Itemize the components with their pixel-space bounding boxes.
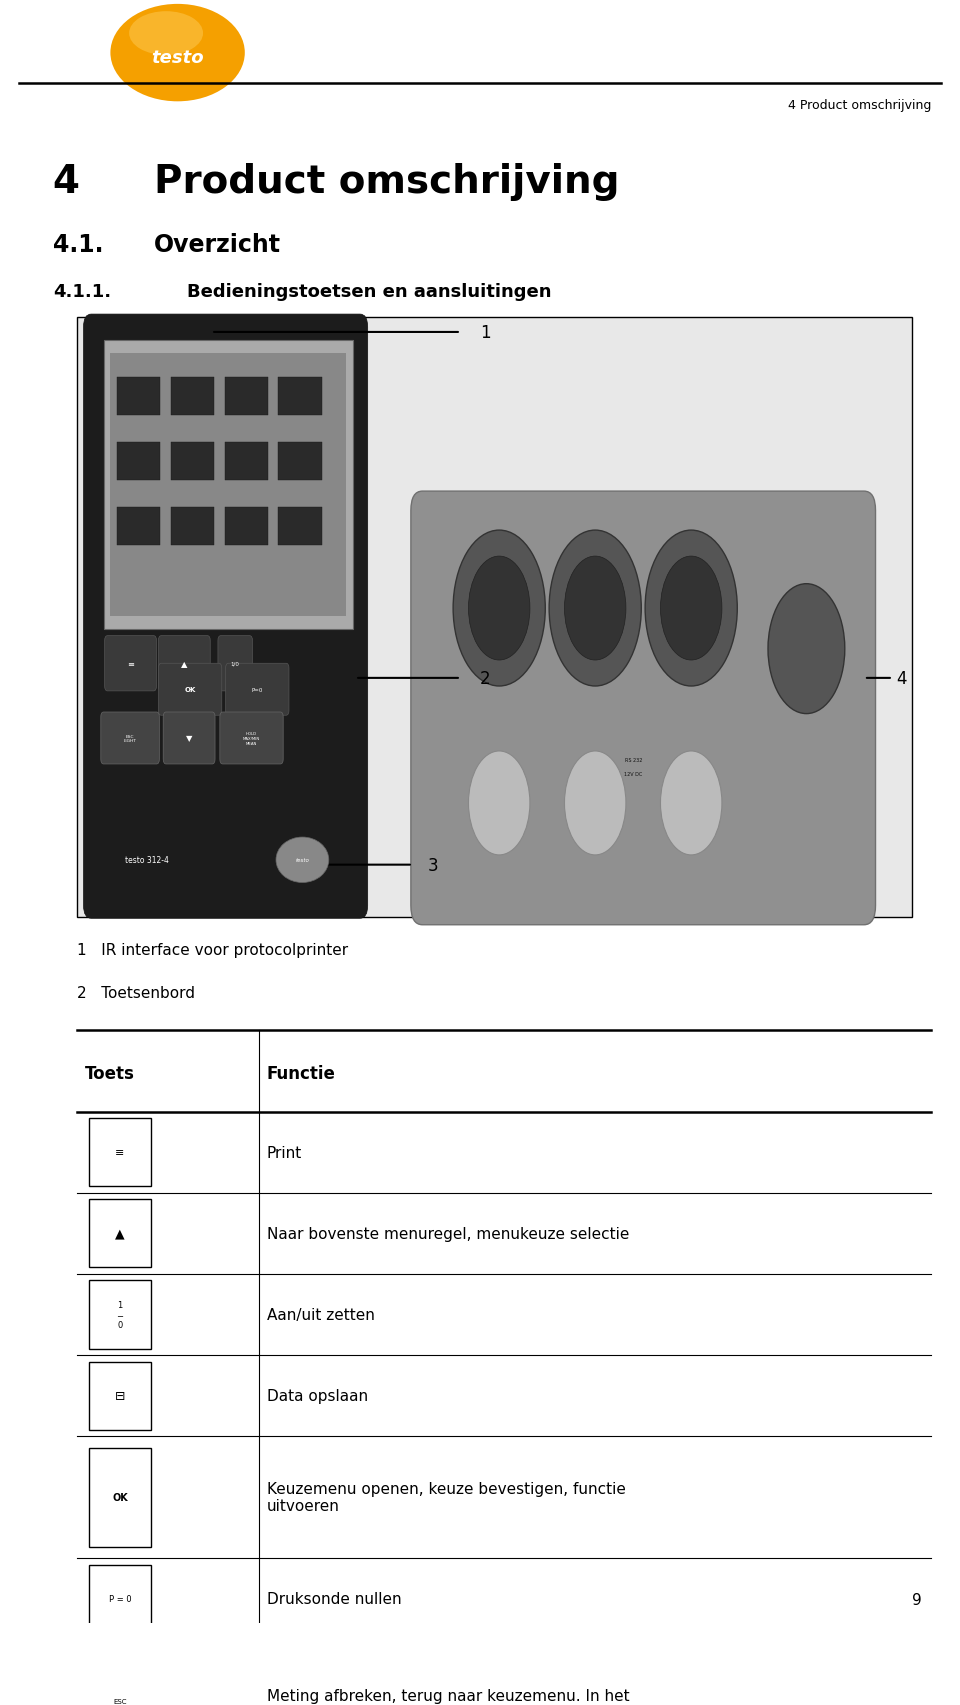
FancyBboxPatch shape [225,379,268,416]
Text: Bedieningstoetsen en aansluitingen: Bedieningstoetsen en aansluitingen [187,283,552,302]
FancyBboxPatch shape [77,319,912,917]
Text: 4: 4 [53,162,80,201]
Text: testo: testo [296,858,309,863]
Text: ⊟: ⊟ [115,1390,125,1403]
Text: Druksonde nullen: Druksonde nullen [267,1591,401,1606]
FancyBboxPatch shape [225,443,268,481]
Text: Product omschrijving: Product omschrijving [154,162,619,201]
FancyBboxPatch shape [117,508,160,546]
Text: 9: 9 [912,1592,922,1606]
FancyBboxPatch shape [105,636,156,692]
FancyBboxPatch shape [101,713,159,764]
Text: 4.1.: 4.1. [53,234,104,257]
Circle shape [549,530,641,687]
FancyBboxPatch shape [89,1280,151,1349]
Text: testo: testo [152,49,204,68]
Text: 1   IR interface voor protocolprinter: 1 IR interface voor protocolprinter [77,943,348,957]
Text: Aan/uit zetten: Aan/uit zetten [267,1308,374,1323]
FancyBboxPatch shape [278,379,322,416]
FancyBboxPatch shape [110,355,346,617]
FancyBboxPatch shape [104,341,353,629]
Ellipse shape [110,5,245,102]
Circle shape [468,752,530,856]
Text: ESC
LIGHT: ESC LIGHT [123,735,136,743]
FancyBboxPatch shape [163,713,215,764]
FancyBboxPatch shape [171,508,214,546]
FancyBboxPatch shape [117,443,160,481]
Text: 4 Product omschrijving: 4 Product omschrijving [788,99,931,113]
Text: OK: OK [184,687,196,692]
Text: ▲: ▲ [115,1228,125,1240]
Circle shape [453,530,545,687]
FancyBboxPatch shape [171,379,214,416]
Circle shape [645,530,737,687]
FancyBboxPatch shape [117,379,160,416]
Text: Toets: Toets [84,1064,134,1083]
Text: 2   Toetsenbord: 2 Toetsenbord [77,985,195,1001]
FancyBboxPatch shape [84,315,368,919]
Text: Overzicht: Overzicht [154,234,280,257]
FancyBboxPatch shape [226,663,289,716]
Text: OK: OK [112,1492,128,1502]
FancyBboxPatch shape [220,713,283,764]
FancyBboxPatch shape [89,1448,151,1546]
FancyBboxPatch shape [158,663,222,716]
Text: Data opslaan: Data opslaan [267,1388,368,1403]
FancyBboxPatch shape [89,1565,151,1633]
Text: ≡: ≡ [115,1147,125,1158]
Text: 12V DC: 12V DC [624,772,643,777]
FancyBboxPatch shape [278,508,322,546]
FancyBboxPatch shape [225,508,268,546]
Text: Meting afbreken, terug naar keuzemenu. In het
keuzemenu: licht aan: Meting afbreken, terug naar keuzemenu. I… [267,1688,630,1705]
Text: 4: 4 [897,670,907,687]
Text: 4.1.1.: 4.1.1. [53,283,111,302]
FancyBboxPatch shape [158,636,210,692]
Text: testo 312-4: testo 312-4 [125,856,169,864]
FancyBboxPatch shape [89,1362,151,1430]
Text: ESC
LIGHT: ESC LIGHT [109,1698,131,1705]
Text: ▼: ▼ [186,735,192,743]
FancyBboxPatch shape [278,443,322,481]
Text: Keuzemenu openen, keuze bevestigen, functie
uitvoeren: Keuzemenu openen, keuze bevestigen, func… [267,1482,626,1514]
Text: 2: 2 [480,670,491,687]
Text: Print: Print [267,1146,302,1159]
FancyBboxPatch shape [171,443,214,481]
Circle shape [564,558,626,660]
Text: RS 232: RS 232 [625,757,642,762]
Ellipse shape [276,837,328,883]
Text: 1: 1 [480,324,491,341]
FancyBboxPatch shape [89,1200,151,1269]
FancyBboxPatch shape [89,1118,151,1187]
FancyBboxPatch shape [411,491,876,926]
Text: P = 0: P = 0 [108,1594,132,1603]
Text: Naar bovenste menuregel, menukeuze selectie: Naar bovenste menuregel, menukeuze selec… [267,1226,629,1241]
Text: Functie: Functie [267,1064,336,1083]
Ellipse shape [129,12,204,56]
Circle shape [660,752,722,856]
Circle shape [660,558,722,660]
Text: HOLD
MAX/MIN
MEAN: HOLD MAX/MIN MEAN [243,731,260,745]
FancyBboxPatch shape [89,1652,151,1705]
FancyBboxPatch shape [218,636,252,692]
Circle shape [564,752,626,856]
Text: 1
─
0: 1 ─ 0 [117,1299,123,1330]
Text: 3: 3 [427,856,438,875]
Text: ▲: ▲ [181,660,187,668]
Circle shape [768,585,845,714]
Text: P=0: P=0 [252,687,263,692]
Text: ≡: ≡ [127,660,134,668]
Text: 1/0: 1/0 [230,662,240,667]
Circle shape [468,558,530,660]
